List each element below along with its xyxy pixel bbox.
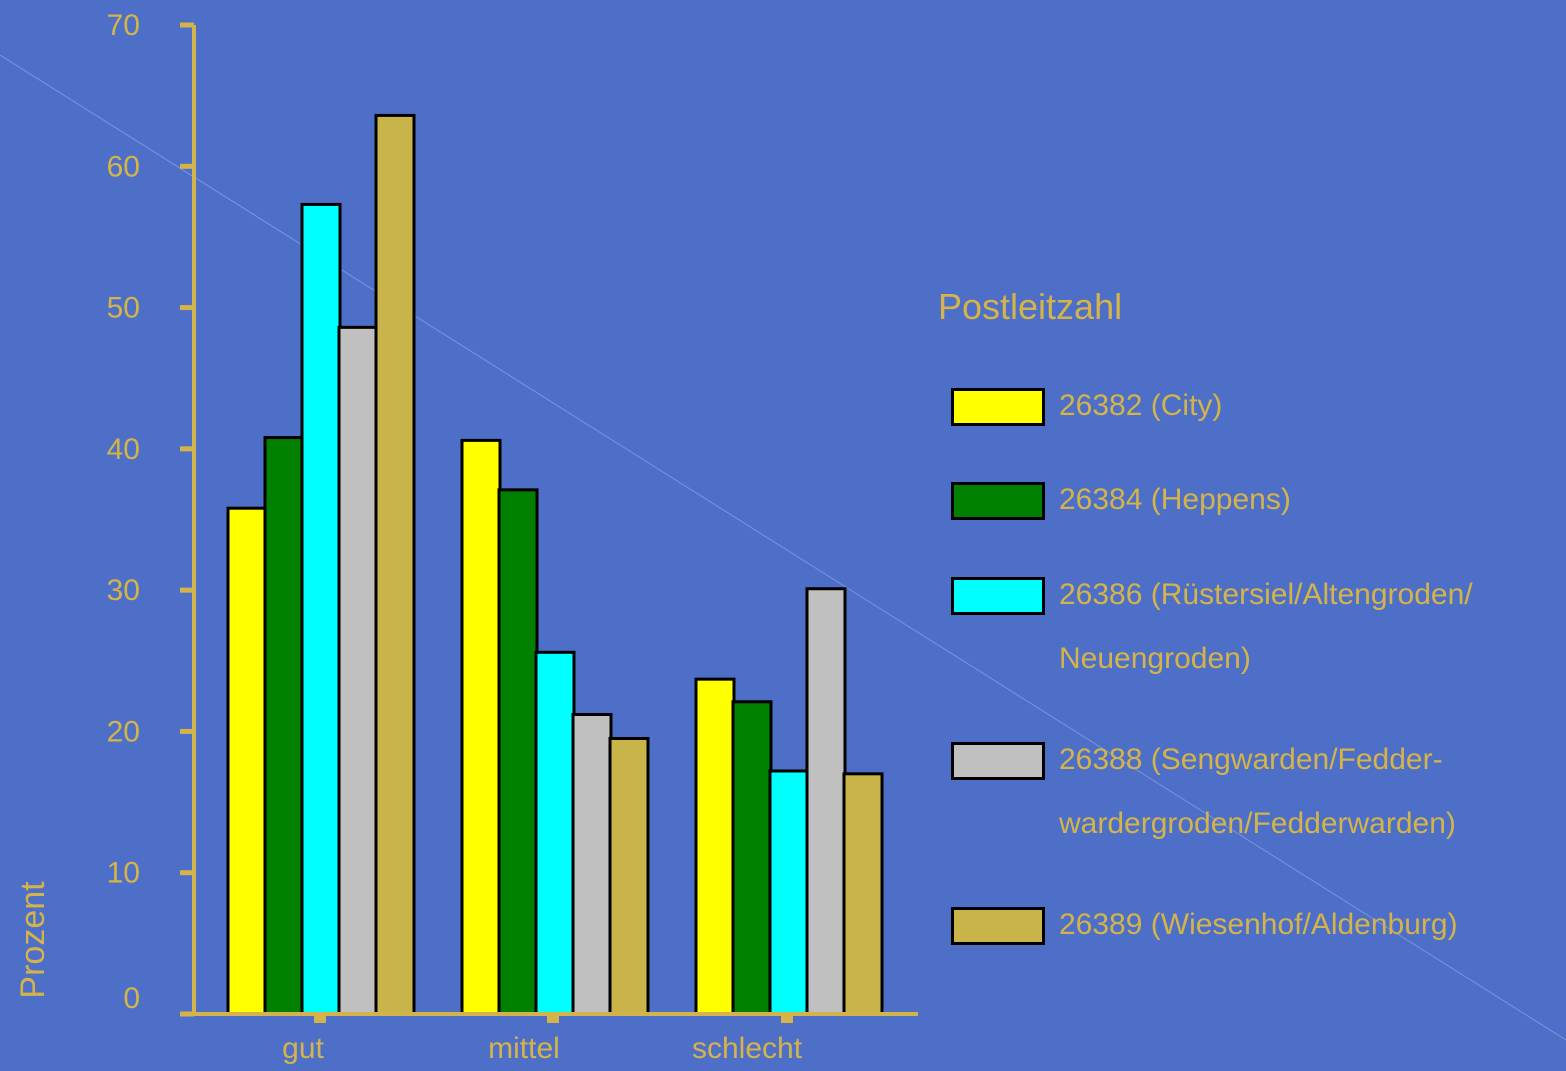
legend-item-26388: 26388 (Sengwarden/Fedder- wardergroden/F… (951, 740, 1539, 856)
legend-label-line1: 26382 (City) (1059, 389, 1223, 422)
bar-0-2 (300, 202, 342, 1016)
legend-item-26384: 26384 (Heppens) (951, 480, 1539, 532)
bar-1-4 (608, 736, 650, 1016)
bar-2-2 (768, 769, 810, 1016)
legend-label: 26388 (Sengwarden/Fedder- wardergroden/F… (1059, 728, 1539, 856)
legend-label: 26384 (Heppens) (1059, 468, 1539, 532)
bar-1-2 (534, 650, 576, 1016)
legend-label-line2: Neuengroden) (1059, 642, 1251, 675)
bar-0-4 (374, 113, 416, 1016)
legend-label: 26386 (Rüstersiel/Altengroden/ Neuengrod… (1059, 563, 1539, 691)
legend-label-line1: 26386 (Rüstersiel/Altengroden/ (1059, 578, 1473, 611)
legend-label: 26382 (City) (1059, 374, 1539, 438)
y-tick-label: 40 (107, 433, 140, 466)
x-tick-label: gut (282, 1032, 324, 1065)
bar-2-3 (805, 587, 847, 1016)
bar-1-3 (571, 712, 613, 1016)
bar-2-0 (694, 677, 736, 1016)
bar-2-1 (731, 700, 773, 1016)
y-tick-label: 50 (107, 292, 140, 325)
legend-title: Postleitzahl (938, 286, 1123, 327)
legend-swatch (951, 907, 1045, 945)
legend-swatch (951, 577, 1045, 615)
legend-item-26389: 26389 (Wiesenhof/Aldenburg) (951, 905, 1539, 957)
y-axis-label: Prozent (14, 881, 52, 999)
legend-item-26386: 26386 (Rüstersiel/Altengroden/ Neuengrod… (951, 575, 1539, 691)
legend-label: 26389 (Wiesenhof/Aldenburg) (1059, 893, 1539, 957)
legend-label-line2: wardergroden/Fedderwarden) (1059, 807, 1456, 840)
bar-0-0 (226, 506, 268, 1016)
y-tick-label: 70 (107, 9, 140, 42)
legend-label-line1: 26389 (Wiesenhof/Aldenburg) (1059, 908, 1458, 941)
bar-0-1 (263, 436, 305, 1016)
legend-swatch (951, 388, 1045, 426)
axes-layer: 0 10 20 30 40 50 60 70 gut mittel schlecht (107, 9, 918, 1065)
bar-1-1 (497, 488, 539, 1016)
y-tick-label: 30 (107, 574, 140, 607)
legend-label-line1: 26384 (Heppens) (1059, 483, 1291, 516)
legend-swatch (951, 482, 1045, 520)
bar-2-4 (842, 772, 884, 1016)
x-tick-label: schlecht (692, 1032, 803, 1065)
bars-layer (226, 113, 884, 1016)
background-diagonal-line (0, 54, 1566, 1041)
legend-label-line1: 26388 (Sengwarden/Fedder- (1059, 743, 1443, 776)
bar-1-0 (460, 438, 502, 1016)
y-tick-label: 20 (107, 715, 140, 748)
y-tick-label: 0 (123, 982, 140, 1015)
y-tick-label: 60 (107, 150, 140, 183)
bar-0-3 (337, 325, 379, 1016)
legend-item-26382: 26382 (City) (951, 386, 1539, 438)
y-tick-label: 10 (107, 857, 140, 890)
legend-swatch (951, 742, 1045, 780)
x-tick-label: mittel (488, 1032, 560, 1065)
